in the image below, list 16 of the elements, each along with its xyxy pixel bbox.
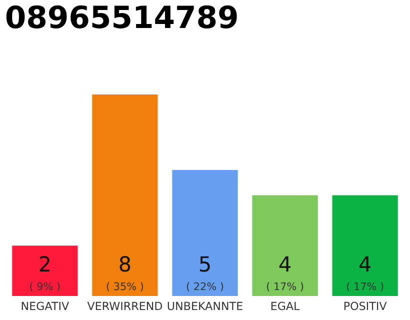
- data-label: 2 ( 9% ): [30, 256, 60, 292]
- x-tick-label: UNBEKANNTE: [168, 302, 242, 310]
- x-tick-label: POSITIV: [344, 302, 387, 310]
- data-label: 4 ( 17% ): [347, 256, 384, 292]
- chart-title: 08965514789: [6, 5, 237, 28]
- bar: [92, 94, 158, 296]
- x-tick-label: VERWIRREND: [87, 302, 162, 310]
- data-label: 4 ( 17% ): [266, 256, 304, 292]
- bar: [12, 246, 78, 296]
- bar: [252, 195, 318, 296]
- bar: [172, 170, 238, 296]
- x-tick-label: NEGATIV: [22, 302, 70, 310]
- bar: [332, 195, 398, 296]
- x-tick-label: EGAL: [271, 302, 300, 310]
- data-label: 5 ( 22% ): [186, 256, 224, 292]
- data-label: 8 ( 35% ): [106, 256, 144, 292]
